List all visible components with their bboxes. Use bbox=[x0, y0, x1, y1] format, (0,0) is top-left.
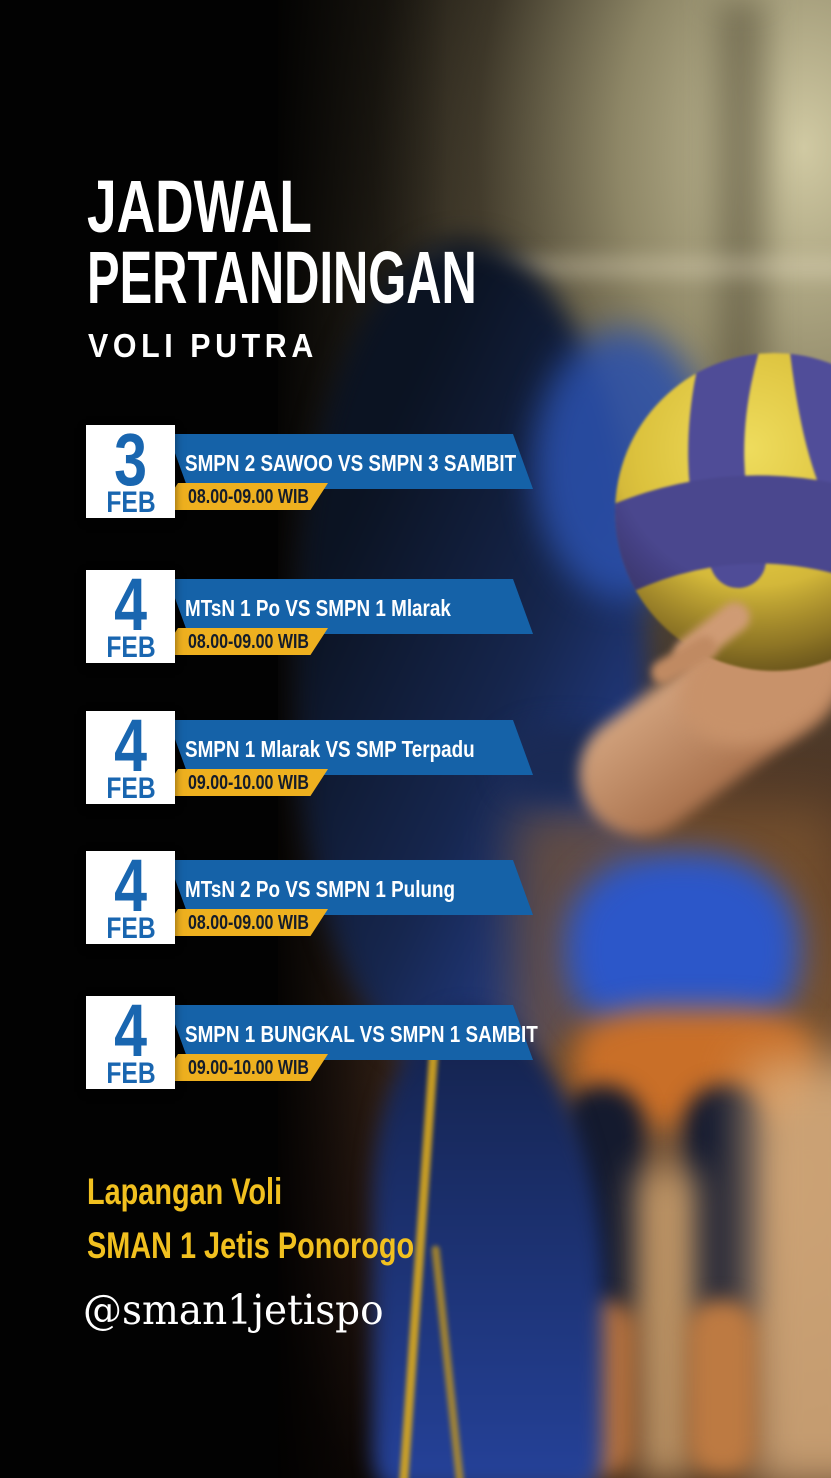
date-card: 4 FEB bbox=[86, 843, 175, 945]
time-text: 08.00-09.00 WIB bbox=[188, 486, 309, 508]
date-card: 4 FEB bbox=[86, 703, 175, 805]
floor-light-between-legs bbox=[636, 1170, 698, 1478]
date-month: FEB bbox=[105, 630, 156, 664]
venue-line-2: SMAN 1 Jetis Ponorogo bbox=[87, 1225, 415, 1266]
date-month: FEB bbox=[105, 1056, 156, 1090]
event-subtitle: VOLI PUTRA bbox=[88, 327, 318, 364]
match-text: SMPN 1 Mlarak VS SMP Terpadu bbox=[185, 736, 475, 762]
date-month: FEB bbox=[105, 911, 156, 945]
date-day: 4 bbox=[114, 988, 147, 1072]
date-day: 4 bbox=[114, 843, 147, 927]
time-text: 09.00-10.00 WIB bbox=[188, 1057, 309, 1079]
social-handle: @sman1jetispo bbox=[83, 1286, 384, 1334]
date-day: 3 bbox=[114, 417, 147, 501]
title-line-1: JADWAL bbox=[87, 165, 312, 248]
time-text: 09.00-10.00 WIB bbox=[188, 772, 309, 794]
distant-player-leg-right bbox=[688, 1300, 756, 1475]
match-text: MTsN 2 Po VS SMPN 1 Pulung bbox=[185, 876, 456, 902]
match-text: SMPN 1 BUNGKAL VS SMPN 1 SAMBIT bbox=[185, 1021, 538, 1047]
date-card: 3 FEB bbox=[86, 417, 175, 519]
title-line-2: PERTANDINGAN bbox=[87, 236, 477, 319]
date-day: 4 bbox=[114, 703, 147, 787]
date-month: FEB bbox=[105, 771, 156, 805]
date-card: 4 FEB bbox=[86, 562, 175, 664]
date-card: 4 FEB bbox=[86, 988, 175, 1090]
floor-light-right bbox=[746, 1060, 831, 1478]
schedule-row: 4 FEB MTsN 2 Po VS SMPN 1 Pulung 08.00-0… bbox=[0, 843, 560, 963]
match-text: SMPN 2 SAWOO VS SMPN 3 SAMBIT bbox=[185, 450, 517, 476]
volleyball-graphic bbox=[615, 353, 831, 671]
time-text: 08.00-09.00 WIB bbox=[188, 631, 309, 653]
time-text: 08.00-09.00 WIB bbox=[188, 912, 309, 934]
match-text: MTsN 1 Po VS SMPN 1 Mlarak bbox=[185, 595, 451, 621]
schedule-row: 4 FEB SMPN 1 Mlarak VS SMP Terpadu 09.00… bbox=[0, 703, 560, 823]
schedule-row: 3 FEB SMPN 2 SAWOO VS SMPN 3 SAMBIT 08.0… bbox=[0, 417, 560, 537]
schedule-row: 4 FEB SMPN 1 BUNGKAL VS SMPN 1 SAMBIT 09… bbox=[0, 988, 560, 1108]
date-month: FEB bbox=[105, 485, 156, 519]
schedule-row: 4 FEB MTsN 1 Po VS SMPN 1 Mlarak 08.00-0… bbox=[0, 562, 560, 682]
venue-line-1: Lapangan Voli bbox=[87, 1171, 283, 1212]
date-day: 4 bbox=[114, 562, 147, 646]
